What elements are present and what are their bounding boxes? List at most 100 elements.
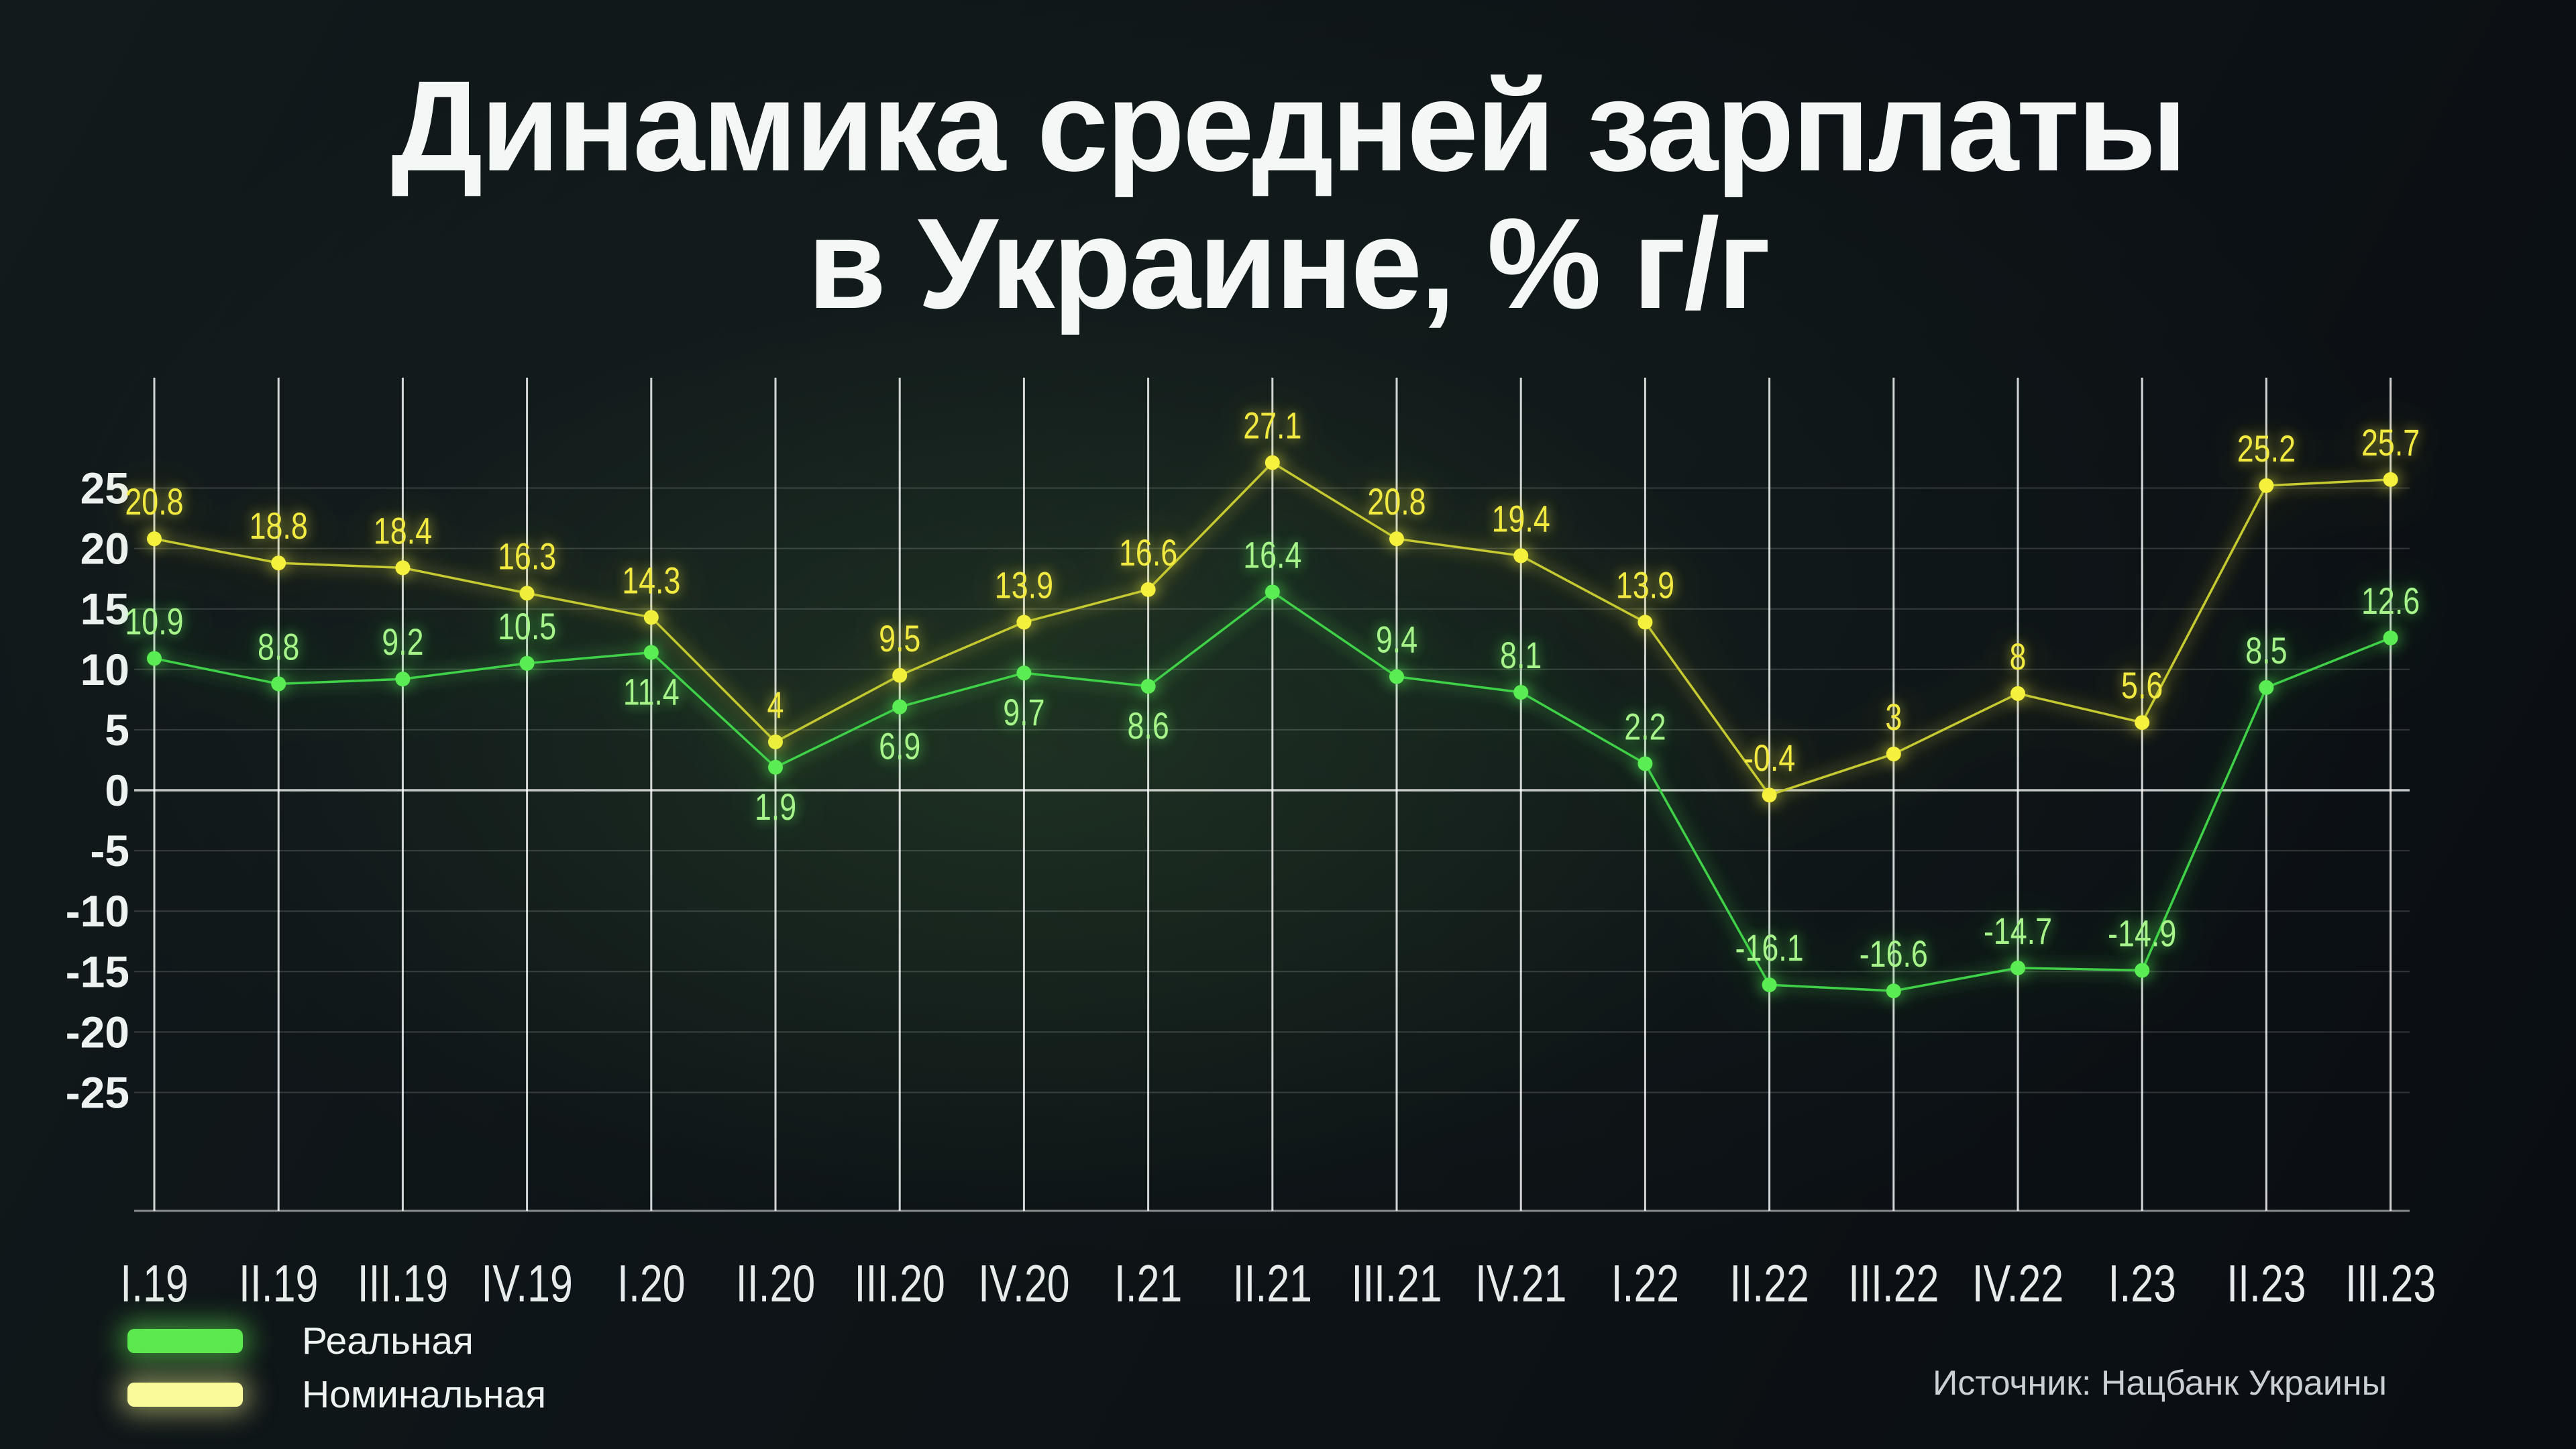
- nominal-data-point: [1762, 788, 1777, 803]
- nominal-data-point: [2259, 478, 2274, 493]
- x-tick-label: I.20: [617, 1254, 685, 1313]
- real-data-point: [1140, 679, 1156, 694]
- nominal-value-label: 20.8: [125, 480, 183, 523]
- y-tick-label: -20: [66, 1007, 129, 1057]
- y-tick-label: 10: [80, 645, 129, 694]
- nominal-data-point: [643, 610, 659, 625]
- real-value-label: 1.9: [755, 786, 796, 828]
- y-tick-label: 25: [80, 464, 129, 513]
- real-value-label: 9.2: [382, 621, 423, 663]
- nominal-value-label: 8: [2010, 635, 2027, 678]
- real-data-point: [2383, 630, 2398, 645]
- real-data-point: [892, 699, 908, 714]
- legend-swatch-nominal-icon: [127, 1383, 243, 1407]
- x-tick-label: IV.20: [978, 1254, 1069, 1313]
- series-nominal: [147, 455, 2398, 803]
- real-data-point: [1762, 977, 1777, 993]
- real-data-point: [768, 759, 783, 775]
- source-note: Источник: Нацбанк Украины: [1933, 1364, 2387, 1403]
- y-tick-label: 5: [105, 705, 129, 755]
- nominal-value-label: 18.8: [250, 504, 308, 547]
- legend-item-nominal: Номинальная: [127, 1373, 547, 1416]
- real-data-point: [2135, 963, 2150, 978]
- real-value-label: 6.9: [879, 725, 920, 767]
- real-data-point: [271, 676, 286, 692]
- real-value-label: -14.9: [2108, 912, 2176, 955]
- series-real: [147, 584, 2398, 999]
- real-value-label: 8.5: [2245, 629, 2287, 672]
- nominal-value-label: -0.4: [1743, 737, 1795, 779]
- chart-title-line1: Динамика средней зарплаты: [391, 54, 2187, 198]
- real-data-point: [1265, 584, 1280, 600]
- legend-label-real: Реальная: [302, 1320, 474, 1362]
- nominal-value-label: 25.7: [2361, 421, 2420, 464]
- x-tick-label: II.21: [1233, 1254, 1312, 1313]
- nominal-data-point: [395, 560, 411, 576]
- nominal-value-label: 18.4: [374, 510, 432, 552]
- x-tick-label: III.21: [1351, 1254, 1442, 1313]
- legend-label-nominal: Номинальная: [302, 1373, 547, 1416]
- chart-legend: Реальная Номинальная: [127, 1320, 547, 1416]
- real-value-label: -16.6: [1860, 932, 1928, 975]
- x-tick-label: IV.21: [1475, 1254, 1566, 1313]
- real-data-point: [1513, 685, 1529, 700]
- nominal-value-label: 9.5: [879, 617, 920, 659]
- nominal-data-point: [271, 555, 286, 571]
- nominal-data-point: [1513, 548, 1529, 564]
- nominal-value-label: 20.8: [1367, 480, 1426, 523]
- real-data-point: [2259, 680, 2274, 695]
- real-data-point: [1016, 665, 1032, 681]
- y-tick-label: -5: [90, 826, 129, 875]
- x-tick-label: I.22: [1611, 1254, 1679, 1313]
- real-value-labels: 10.9 8.8 9.2 10.5 11.4 1.9 6.9 9.7 8.6 16.4 9.4 8.1…: [125, 534, 2420, 975]
- real-data-point: [519, 655, 535, 671]
- x-tick-label: I.21: [1114, 1254, 1182, 1313]
- real-value-label: -14.7: [1984, 910, 2052, 952]
- real-value-label: 16.4: [1243, 534, 1301, 576]
- legend-item-real: Реальная: [127, 1320, 546, 1362]
- real-data-point: [1886, 983, 1901, 999]
- real-value-label: 12.6: [2361, 580, 2420, 622]
- nominal-data-point: [2135, 715, 2150, 731]
- y-tick-label: -15: [66, 947, 129, 996]
- x-tick-label: II.19: [239, 1254, 318, 1313]
- nominal-data-point: [1886, 746, 1901, 761]
- nominal-value-label: 3: [1885, 696, 1902, 738]
- y-tick-label: 15: [80, 584, 129, 634]
- legend-swatch-real-icon: [127, 1329, 243, 1353]
- nominal-data-point: [1638, 614, 1653, 630]
- nominal-data-point: [1265, 455, 1280, 470]
- nominal-value-label: 13.9: [1616, 564, 1674, 606]
- real-value-label: -16.1: [1735, 926, 1804, 969]
- nominal-value-label: 5.6: [2121, 664, 2163, 706]
- nominal-data-point: [1140, 582, 1156, 597]
- x-tick-label: III.22: [1848, 1254, 1939, 1313]
- real-data-point: [643, 645, 659, 660]
- real-value-label: 8.6: [1127, 704, 1169, 747]
- real-data-point: [147, 651, 162, 666]
- real-data-point: [2010, 960, 2025, 975]
- nominal-value-label: 4: [767, 684, 784, 726]
- nominal-data-point: [147, 531, 162, 547]
- x-tick-label: II.22: [1729, 1254, 1809, 1313]
- nominal-value-label: 25.2: [2237, 427, 2296, 470]
- nominal-data-point: [2010, 686, 2025, 701]
- x-tick-label: IV.22: [1972, 1254, 2063, 1313]
- real-data-point: [395, 672, 411, 687]
- real-value-label: 9.7: [1003, 691, 1044, 733]
- y-tick-label: -10: [66, 886, 129, 936]
- horizontal-gridlines: 25 20 15 10 5 0 -5 -10 -15 -20 -25: [66, 464, 2410, 1212]
- real-value-label: 8.1: [1500, 634, 1542, 676]
- nominal-value-label: 16.6: [1119, 531, 1177, 574]
- nominal-value-label: 16.3: [498, 535, 556, 577]
- vertical-gridlines: [153, 378, 2392, 1211]
- x-tick-label: II.23: [2226, 1254, 2306, 1313]
- nominal-data-point: [1389, 531, 1404, 547]
- nominal-data-point: [892, 667, 908, 683]
- y-tick-label: 20: [80, 524, 129, 574]
- x-tick-label: IV.19: [481, 1254, 572, 1313]
- x-axis-labels: I.19 II.19 III.19 IV.19 I.20 II.20 III.20 IV.20…: [120, 1254, 2436, 1313]
- nominal-value-labels: 20.8 18.8 18.4 16.3 14.3 4 9.5 13.9 16.6 27.1 20.8…: [125, 405, 2420, 779]
- nominal-value-label: 13.9: [995, 564, 1053, 606]
